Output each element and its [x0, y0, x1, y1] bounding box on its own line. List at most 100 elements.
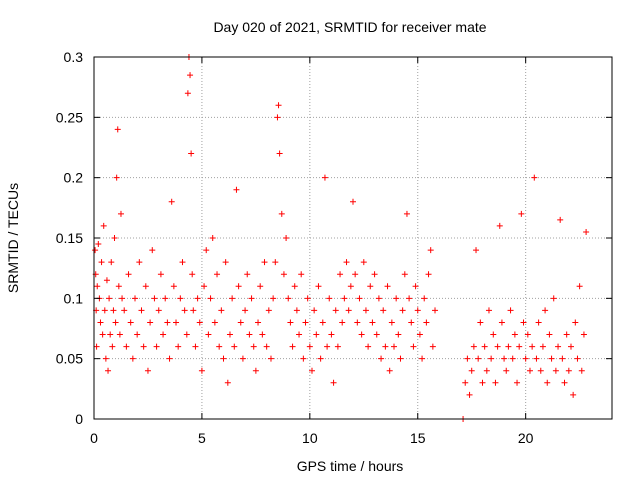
data-point: [101, 307, 108, 314]
data-point: [106, 295, 113, 302]
data-point: [179, 259, 186, 266]
data-point: [134, 331, 141, 338]
data-point: [188, 150, 195, 157]
data-point: [526, 367, 533, 374]
data-point: [328, 331, 335, 338]
data-point: [129, 355, 136, 362]
data-point: [218, 307, 225, 314]
data-point: [142, 283, 149, 290]
data-point: [190, 307, 197, 314]
data-point: [421, 295, 428, 302]
data-point: [252, 367, 259, 374]
x-tick-label: 0: [90, 430, 98, 446]
data-point: [414, 307, 421, 314]
data-point: [125, 271, 132, 278]
data-point: [211, 319, 218, 326]
data-point: [552, 367, 559, 374]
data-point: [583, 228, 590, 235]
data-point: [576, 283, 583, 290]
data-point: [337, 271, 344, 278]
data-point: [250, 343, 257, 350]
data-point: [369, 319, 376, 326]
data-point: [406, 295, 413, 302]
data-point: [308, 367, 315, 374]
data-point: [257, 283, 264, 290]
data-point: [306, 343, 313, 350]
data-point: [578, 367, 585, 374]
data-point: [432, 307, 439, 314]
data-point: [214, 271, 221, 278]
data-point: [140, 343, 147, 350]
data-point: [548, 355, 555, 362]
y-tick-label: 0.1: [64, 290, 84, 306]
x-axis-label: GPS time / hours: [297, 458, 404, 474]
data-point: [326, 295, 333, 302]
data-point: [151, 295, 158, 302]
data-point: [194, 295, 201, 302]
data-point: [222, 259, 229, 266]
data-point: [416, 331, 423, 338]
data-point: [114, 126, 121, 133]
data-point: [278, 210, 285, 217]
data-point: [518, 210, 525, 217]
data-point: [574, 355, 581, 362]
data-point: [477, 319, 484, 326]
data-point: [503, 367, 510, 374]
data-point: [105, 367, 112, 374]
data-point: [248, 295, 255, 302]
data-point: [473, 247, 480, 254]
data-point: [324, 343, 331, 350]
data-point: [157, 271, 164, 278]
data-point: [274, 114, 281, 121]
data-point: [542, 307, 549, 314]
data-point: [189, 271, 196, 278]
data-point: [423, 319, 430, 326]
y-axis-label: SRMTID / TECUs: [5, 183, 21, 293]
data-point: [201, 283, 208, 290]
data-point: [470, 343, 477, 350]
data-point: [181, 307, 188, 314]
data-point: [108, 259, 115, 266]
data-point: [109, 343, 116, 350]
data-point: [572, 319, 579, 326]
data-point: [110, 307, 117, 314]
data-point: [373, 331, 380, 338]
data-point: [270, 295, 277, 302]
data-point: [501, 355, 508, 362]
data-point: [427, 247, 434, 254]
data-point: [360, 259, 367, 266]
x-tick-label: 5: [198, 430, 206, 446]
data-point: [358, 331, 365, 338]
data-point: [481, 343, 488, 350]
data-point: [304, 295, 311, 302]
data-point: [149, 247, 156, 254]
data-point: [231, 343, 238, 350]
data-point: [378, 355, 385, 362]
data-point: [198, 367, 205, 374]
data-point: [112, 319, 119, 326]
data-point: [488, 355, 495, 362]
data-point: [99, 331, 106, 338]
data-point: [293, 307, 300, 314]
data-point: [119, 295, 126, 302]
data-point: [280, 271, 287, 278]
x-tick-label: 10: [302, 430, 318, 446]
data-point: [347, 283, 354, 290]
axis-ticks: 0 0.05 0.1 0.15 0.2 0.25 0.3 0 5 10 15 20: [56, 49, 612, 446]
data-point: [397, 355, 404, 362]
data-point: [127, 319, 134, 326]
data-point: [224, 379, 231, 386]
data-point: [498, 319, 505, 326]
data-point: [375, 295, 382, 302]
data-point: [483, 367, 490, 374]
data-point: [365, 343, 372, 350]
data-point: [242, 307, 249, 314]
data-point: [93, 343, 100, 350]
data-point: [371, 271, 378, 278]
data-point: [283, 235, 290, 241]
data-point: [164, 319, 171, 326]
data-point: [207, 295, 214, 302]
data-point: [468, 367, 475, 374]
data-point: [132, 295, 139, 302]
data-point: [95, 241, 102, 248]
